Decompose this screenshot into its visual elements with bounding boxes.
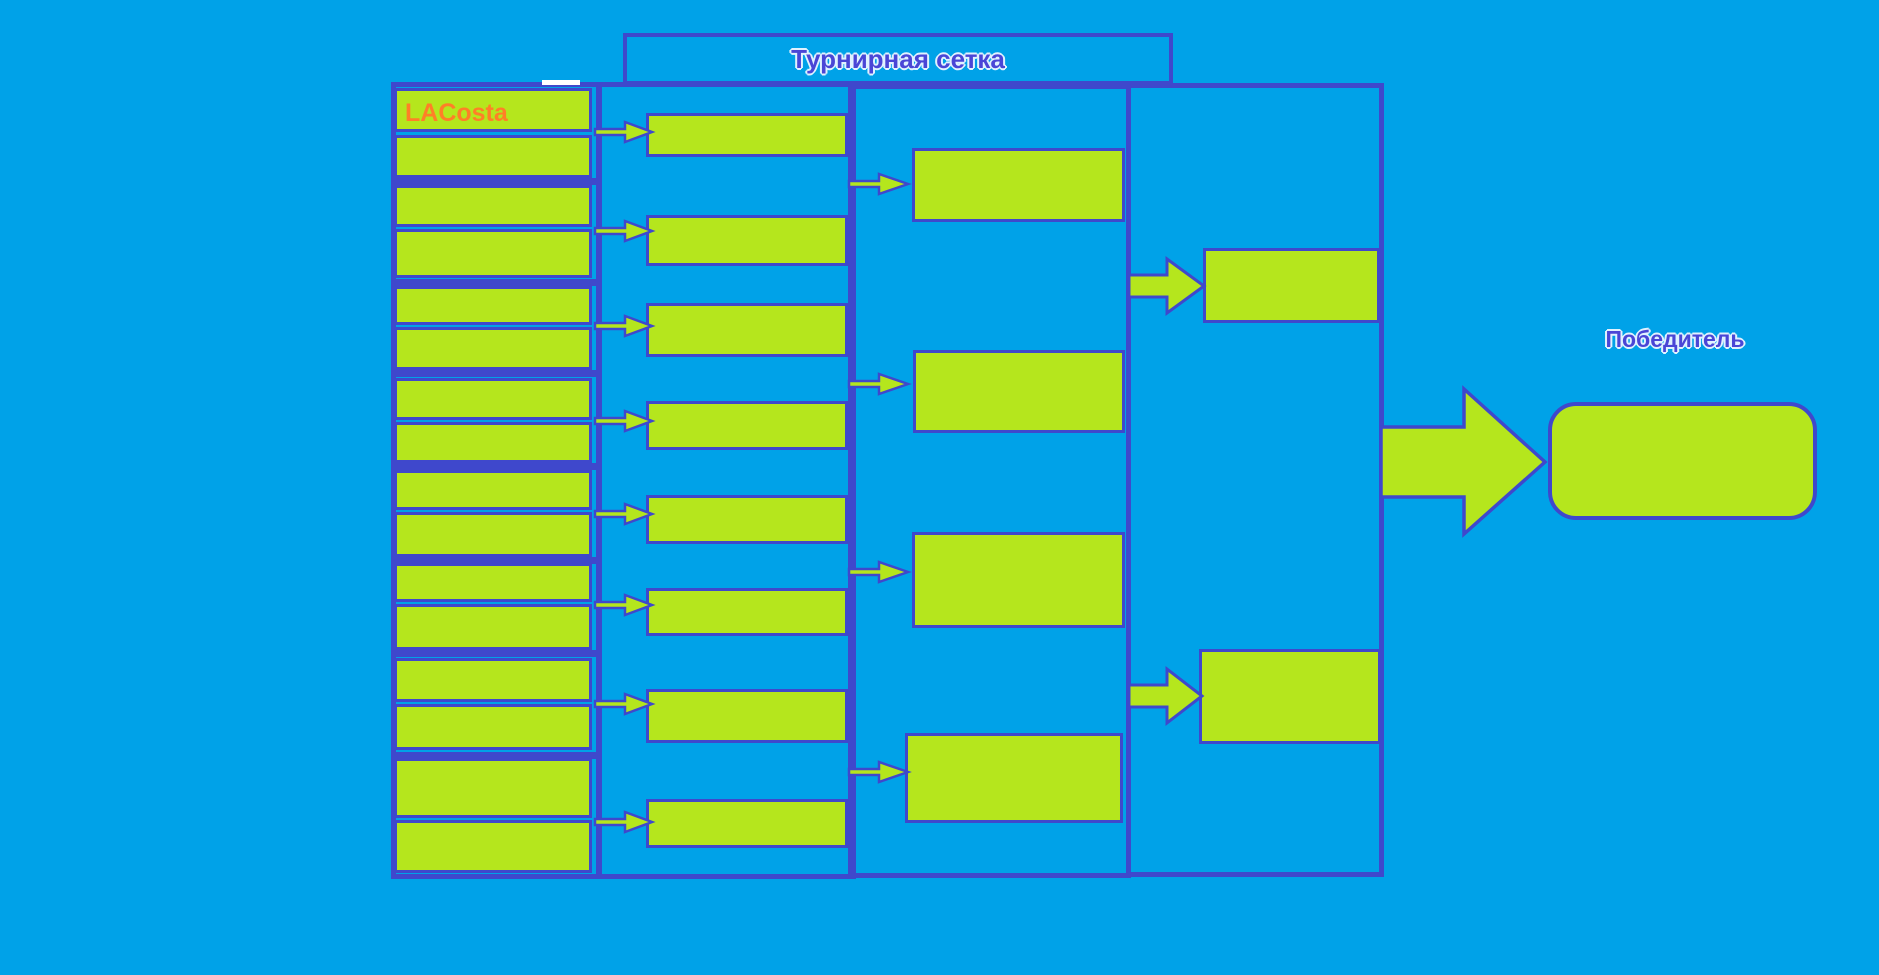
round1-slot-2 bbox=[394, 135, 592, 178]
round2-slot-5 bbox=[646, 495, 848, 544]
round1-slot-1: LACosta bbox=[394, 88, 592, 132]
round1-slot-13 bbox=[394, 658, 592, 702]
page-title: Турнирная сетка bbox=[791, 43, 1005, 74]
round4-column bbox=[1126, 83, 1384, 877]
round1-slot-7 bbox=[394, 378, 592, 420]
big-arrow-icon bbox=[1379, 385, 1548, 538]
round2-slot-2 bbox=[646, 215, 848, 266]
pair-separator bbox=[391, 463, 602, 470]
round1-slot-14 bbox=[394, 704, 592, 750]
winner-label: Победитель bbox=[1605, 326, 1745, 352]
round2-slot-4 bbox=[646, 401, 848, 450]
round3-slot-2 bbox=[913, 350, 1125, 433]
round2-slot-6 bbox=[646, 588, 848, 636]
pair-separator bbox=[391, 752, 602, 759]
round4-slot-1 bbox=[1203, 248, 1380, 323]
round1-slot-3 bbox=[394, 185, 592, 227]
round4-slot-2 bbox=[1199, 649, 1381, 744]
round2-slot-7 bbox=[646, 689, 848, 743]
round1-slot-11 bbox=[394, 563, 592, 602]
round3-slot-4 bbox=[905, 733, 1123, 823]
winner-box bbox=[1548, 402, 1817, 520]
title-box: Турнирная сетка bbox=[623, 33, 1173, 85]
round2-column bbox=[596, 82, 856, 879]
round3-slot-3 bbox=[912, 532, 1125, 628]
round1-slot-12 bbox=[394, 604, 592, 650]
round2-slot-1 bbox=[646, 113, 848, 157]
round1-slot-16 bbox=[394, 820, 592, 873]
pair-separator bbox=[391, 279, 602, 286]
pair-separator bbox=[391, 557, 602, 564]
round1-slot-8 bbox=[394, 422, 592, 463]
round2-slot-3 bbox=[646, 303, 848, 357]
pair-separator bbox=[391, 370, 602, 377]
round2-slot-8 bbox=[646, 799, 848, 848]
participant-name: LACosta bbox=[405, 99, 508, 127]
round1-slot-5 bbox=[394, 286, 592, 325]
round1-slot-10 bbox=[394, 512, 592, 557]
white-paint-artifact bbox=[542, 80, 580, 85]
pair-separator bbox=[391, 178, 602, 185]
pair-separator bbox=[391, 650, 602, 657]
round1-slot-15 bbox=[394, 758, 592, 818]
round3-slot-1 bbox=[912, 148, 1125, 222]
round1-slot-9 bbox=[394, 470, 592, 510]
round1-slot-6 bbox=[394, 327, 592, 370]
round1-slot-4 bbox=[394, 229, 592, 278]
